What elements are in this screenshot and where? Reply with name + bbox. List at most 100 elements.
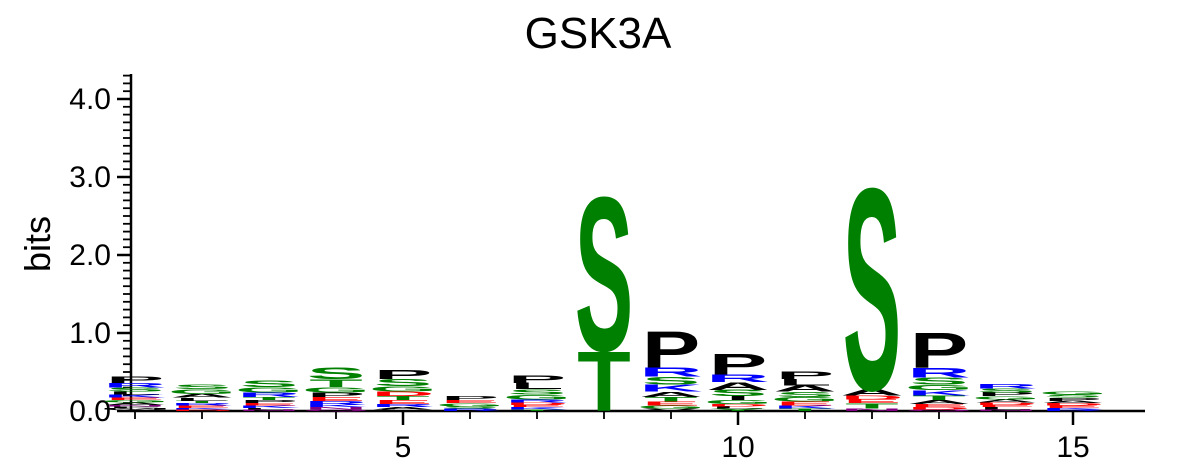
logo-letter-E: E [776, 401, 834, 407]
logo-letter-S: S [709, 388, 767, 398]
logo-letter-E: E [307, 396, 365, 402]
y-axis-label: bits [17, 216, 58, 272]
y-tick-label: 2.0 [69, 239, 111, 272]
logo-letter-T: T [376, 395, 430, 401]
logo-letter-D: D [1041, 403, 1104, 407]
logo-letter-L: L [175, 397, 228, 402]
logo-letter-D: D [170, 409, 233, 411]
letter-stacks: VMFNAGEKLSRPDKERTLAGSNLKEPTRGSQNKREPGTSL… [99, 129, 1107, 451]
logo-letter-S: S [776, 390, 834, 398]
logo-letter-S: S [642, 375, 700, 387]
x-axis: 5 10 15 [131, 409, 1145, 464]
logo-letter-D: D [840, 394, 903, 400]
logo-letter-K: K [639, 383, 702, 394]
logo-letter-P: P [240, 399, 298, 404]
logo-letter-G: G [771, 396, 839, 403]
logo-letter-E: E [508, 404, 566, 408]
logo-letter-S: S [508, 388, 566, 396]
y-tick-label: 0.0 [69, 395, 111, 428]
logo-letter-S: S [843, 129, 901, 451]
logo-letter-S: S [374, 377, 432, 388]
logo-letter-N: N [237, 409, 300, 411]
x-tick-label: 5 [395, 431, 412, 464]
logo-letter-A: A [1041, 400, 1104, 404]
logo-letter-S: S [910, 376, 968, 387]
logo-letter-K: K [304, 404, 368, 408]
stack-position-8: TS [575, 152, 633, 430]
logo-letter-G: G [101, 400, 169, 404]
logo-letter-K: K [773, 405, 837, 410]
logo-letter-S: S [240, 379, 298, 389]
logo-letter-P: P [106, 375, 164, 385]
logo-letter-P: P [374, 367, 432, 382]
logo-letter-G: G [302, 386, 370, 394]
logo-letter-S: S [441, 406, 499, 410]
logo-letter-K: K [237, 405, 301, 409]
logo-letter-G: G [905, 383, 973, 391]
y-axis: 0.0 1.0 2.0 3.0 4.0 [69, 74, 133, 428]
logo-letter-R: R [974, 383, 1037, 390]
logo-letter-A: A [840, 388, 903, 398]
logo-letter-K: K [1041, 408, 1105, 410]
logo-letter-G: G [704, 399, 772, 405]
logo-letter-T: T [309, 377, 362, 389]
logo-letter-K: K [907, 389, 970, 397]
logo-letter-G: G [369, 385, 437, 393]
logo-letter-N: N [840, 408, 903, 412]
logo-letter-E: E [910, 403, 968, 408]
logo-letter-P: P [441, 395, 499, 401]
logo-letter-E: E [977, 404, 1035, 408]
logo-letter-P: P [642, 321, 700, 379]
logo-letter-P: P [1044, 397, 1102, 402]
logo-letter-A: A [974, 399, 1037, 404]
logo-letter-R: R [304, 400, 367, 406]
logo-letter-D: D [505, 402, 568, 406]
logo-letter-Q: Q [302, 409, 370, 411]
logo-letter-D: D [706, 403, 769, 407]
logo-letter-T: T [644, 396, 698, 403]
logo-letter-G: G [1039, 391, 1107, 396]
logo-letter-T: T [577, 335, 630, 430]
logo-letter-G: G [436, 402, 504, 407]
logo-letter-Q: Q [905, 409, 973, 411]
logo-letter-T: T [778, 408, 832, 412]
logo-letter-P: P [508, 373, 566, 385]
logo-letter-K: K [103, 394, 167, 399]
logo-letter-E: E [1044, 405, 1102, 409]
logo-letter-I: I [726, 395, 750, 401]
logo-letter-A: A [103, 402, 166, 406]
logo-letter-T: T [510, 409, 564, 411]
logo-letter-M: M [99, 408, 172, 410]
logo-letter-E: E [843, 398, 901, 404]
chart-title: GSK3A [525, 9, 672, 58]
logo-letter-S: S [977, 387, 1035, 393]
logo-letter-L: L [242, 408, 295, 410]
logo-letter-G: G [168, 388, 236, 395]
logo-letter-G: G [972, 395, 1040, 400]
logo-letter-T: T [845, 402, 899, 410]
logo-letter-P: P [776, 369, 834, 381]
logo-letter-G: G [637, 405, 705, 410]
logo-letter-L: L [510, 381, 563, 391]
logo-letter-D: D [371, 390, 434, 397]
logo-letter-T: T [912, 394, 966, 401]
logo-letter-T: T [175, 400, 229, 404]
logo-letter-L: L [108, 391, 161, 396]
logo-letter-R: R [371, 403, 434, 408]
logo-letter-G: G [503, 394, 571, 401]
logo-letter-D: D [907, 407, 970, 411]
logo-letter-N: N [103, 404, 166, 406]
